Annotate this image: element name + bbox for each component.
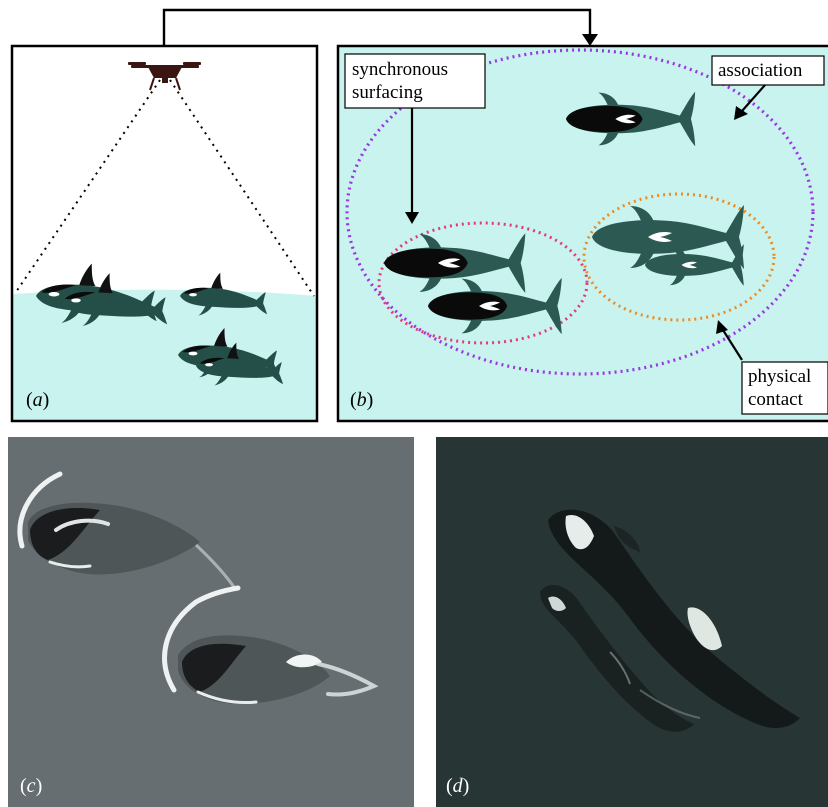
connector-arrow	[162, 8, 598, 48]
association-arrow	[741, 84, 766, 112]
synchronous-surfacing-ring	[377, 221, 589, 345]
panel-c-photo: (c)	[8, 437, 414, 807]
surfacing-label: surfacing	[352, 82, 423, 103]
panel-label-a: (a)	[26, 389, 49, 411]
physical-arrow	[722, 329, 743, 361]
panel-d-photo: (d)	[436, 437, 828, 807]
panel-label-c: (c)	[20, 775, 42, 797]
orca-icon	[566, 91, 696, 147]
contact-label: contact	[748, 389, 804, 410]
panel-label-b: (b)	[350, 389, 373, 411]
association-label: association	[718, 60, 803, 81]
wake-spray	[17, 471, 63, 549]
drone-icon	[128, 62, 201, 91]
panel-a: (a)	[10, 44, 319, 423]
association-ring	[345, 48, 815, 376]
camera-view-left	[15, 79, 161, 293]
physical-label-box	[741, 361, 828, 415]
association-label-box	[711, 55, 825, 86]
water-surface	[13, 289, 316, 420]
orca-icon	[548, 509, 800, 728]
synchronous-label: synchronous	[352, 59, 448, 80]
panel-a-frame	[10, 44, 319, 423]
synchronous-label-box	[344, 53, 486, 109]
physical-contact-ring	[582, 192, 776, 322]
orca-icon	[645, 244, 744, 286]
orca-icon	[592, 205, 744, 269]
physical-label: physical	[748, 366, 811, 387]
panel-b: synchronous surfacing association physic…	[336, 44, 828, 423]
orca-icon	[428, 277, 562, 335]
wake-spray	[162, 585, 241, 693]
camera-view-right	[169, 79, 315, 297]
orca-icon	[384, 233, 526, 293]
panel-label-d: (d)	[446, 775, 469, 797]
